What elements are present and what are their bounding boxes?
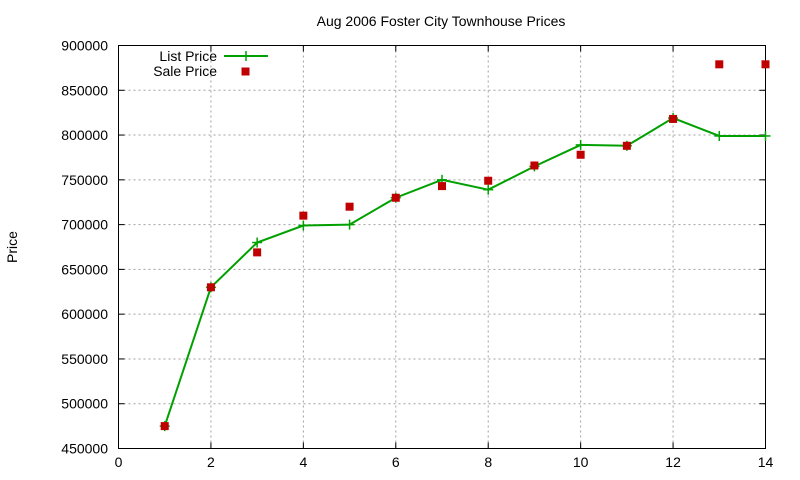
sale-price-point xyxy=(484,176,493,185)
sale-price-point xyxy=(715,60,724,69)
sale-price-point xyxy=(438,182,446,191)
list-price-point xyxy=(298,220,309,231)
x-tick-label: 10 xyxy=(573,454,589,470)
series-sale-price xyxy=(160,60,770,431)
legend: List Price Sale Price xyxy=(153,48,268,79)
y-tick-label: 750000 xyxy=(61,172,108,188)
x-tick-label: 12 xyxy=(665,454,681,470)
x-tick-labels: 0 2 4 6 8 10 12 14 xyxy=(115,454,774,470)
legend-marker-sale-price xyxy=(241,67,250,76)
y-tick-label: 800000 xyxy=(61,127,108,143)
sale-price-point xyxy=(576,150,585,159)
y-tick-label: 550000 xyxy=(61,351,108,367)
x-tick-label: 4 xyxy=(299,454,307,470)
y-tick-label: 650000 xyxy=(61,261,108,277)
list-price-point xyxy=(483,184,494,195)
legend-label-sale-price: Sale Price xyxy=(153,63,217,79)
y-axis-label: Price xyxy=(4,231,20,263)
sale-price-point xyxy=(206,283,215,292)
chart-title: Aug 2006 Foster City Townhouse Prices xyxy=(317,13,566,29)
sale-price-point xyxy=(622,141,631,150)
x-tick-label: 8 xyxy=(484,454,492,470)
list-price-point xyxy=(344,219,355,230)
legend-label-list-price: List Price xyxy=(159,48,217,64)
y-tick-label: 700000 xyxy=(61,217,108,233)
axis-ticks xyxy=(118,45,766,449)
grid xyxy=(118,45,766,449)
sale-price-point xyxy=(299,211,308,220)
y-tick-label: 450000 xyxy=(61,441,108,457)
sale-price-point xyxy=(160,422,169,431)
y-tick-label: 500000 xyxy=(61,396,108,412)
x-tick-label: 2 xyxy=(207,454,215,470)
list-price-line xyxy=(163,116,766,427)
sale-price-point xyxy=(391,193,400,202)
list-price-point xyxy=(252,237,263,248)
y-tick-label: 900000 xyxy=(61,38,108,54)
y-tick-label: 850000 xyxy=(61,82,108,98)
y-tick-labels: 450000 500000 550000 600000 650000 700000 7500… xyxy=(61,38,108,457)
sale-price-point xyxy=(761,60,770,69)
sale-price-point xyxy=(345,202,354,211)
series-list-price xyxy=(159,113,771,432)
x-tick-label: 6 xyxy=(392,454,400,470)
list-price-point xyxy=(760,130,771,141)
legend-marker-list-price xyxy=(241,51,251,61)
sale-price-point xyxy=(530,161,539,170)
list-price-point xyxy=(714,130,725,141)
series xyxy=(159,60,771,432)
sale-price-point xyxy=(669,114,678,123)
y-tick-label: 600000 xyxy=(61,306,108,322)
sale-price-point xyxy=(253,248,262,257)
list-price-point xyxy=(575,139,586,150)
plot-frame xyxy=(118,45,766,449)
x-tick-label: 14 xyxy=(758,454,774,470)
x-tick-label: 0 xyxy=(115,454,123,470)
